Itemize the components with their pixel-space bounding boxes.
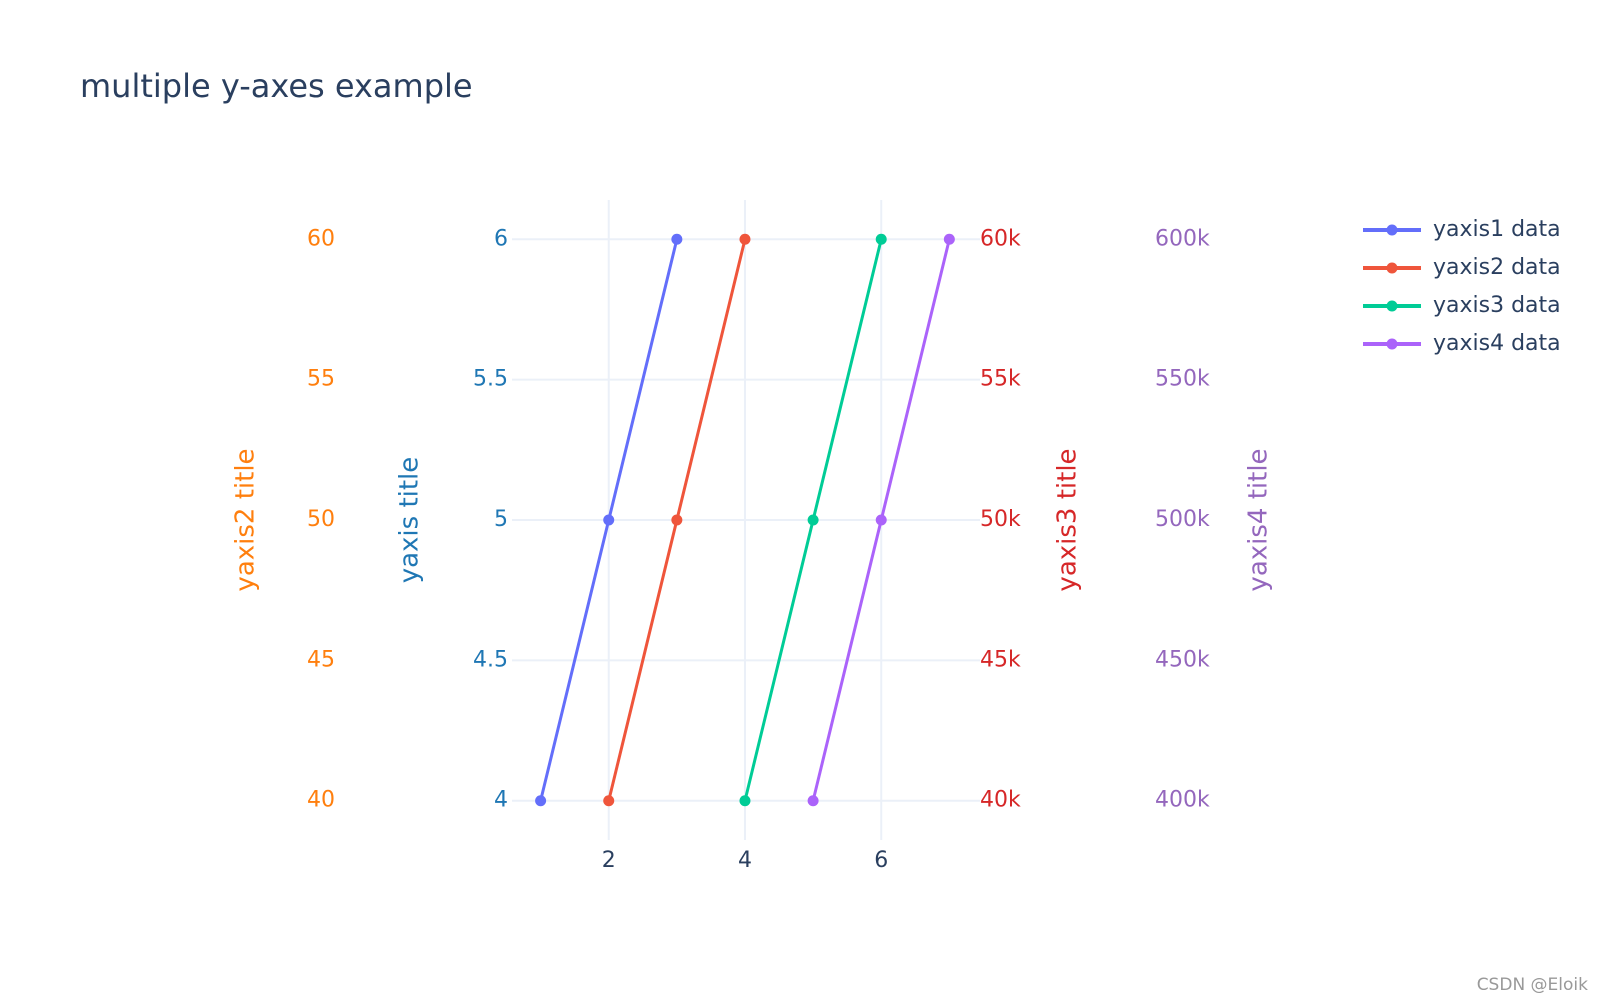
y3-axis-title: yaxis3 title (1053, 448, 1083, 591)
x-tick-label: 4 (738, 848, 752, 873)
point (535, 795, 547, 807)
legend-label: yaxis4 data (1433, 331, 1561, 356)
point (739, 233, 751, 245)
point (671, 514, 683, 526)
legend-label: yaxis1 data (1433, 217, 1561, 242)
legend-item[interactable]: yaxis1 data (1363, 217, 1561, 242)
y3-tick-label: 40k (980, 788, 1021, 813)
y4-tick-label: 550k (1155, 367, 1210, 392)
y3-tick-label: 45k (980, 647, 1021, 672)
legend-item[interactable]: yaxis2 data (1363, 255, 1561, 280)
legend-label: yaxis2 data (1433, 255, 1561, 280)
y3-tick-label: 60k (980, 226, 1021, 251)
y4-axis-title: yaxis4 title (1244, 448, 1274, 591)
legend-marker (1386, 338, 1398, 350)
point (739, 795, 751, 807)
y-tick-label: 4 (494, 788, 508, 813)
y4-tick-label: 450k (1155, 647, 1210, 672)
y3-tick-label: 50k (980, 507, 1021, 532)
y-tick-label: 4.5 (473, 647, 508, 672)
y4-tick-label: 500k (1155, 507, 1210, 532)
point (807, 514, 819, 526)
watermark: CSDN @Eloik (1477, 975, 1588, 995)
y2-tick-label: 50 (307, 507, 335, 532)
legend-marker (1386, 300, 1398, 312)
legend-item[interactable]: yaxis3 data (1363, 293, 1561, 318)
y4-tick-label: 600k (1155, 226, 1210, 251)
grid (512, 200, 980, 840)
y2-axis-title: yaxis2 title (231, 448, 261, 591)
y4-tick-label: 400k (1155, 788, 1210, 813)
legend-label: yaxis3 data (1433, 293, 1561, 318)
y2-tick-label: 60 (307, 226, 335, 251)
y-axis-title: yaxis title (395, 457, 425, 584)
point (943, 233, 955, 245)
y2-tick-label: 45 (307, 647, 335, 672)
x-tick-label: 2 (602, 848, 616, 873)
y-tick-label: 5 (494, 507, 508, 532)
y-tick-label: 6 (494, 226, 508, 251)
y-tick-label: 5.5 (473, 367, 508, 392)
chart-title: multiple y-axes example (80, 67, 473, 105)
point (807, 795, 819, 807)
point (875, 233, 887, 245)
y2-tick-label: 55 (307, 367, 335, 392)
point (603, 795, 615, 807)
y3-tick-label: 55k (980, 367, 1021, 392)
legend-item[interactable]: yaxis4 data (1363, 331, 1561, 356)
y2-tick-label: 40 (307, 788, 335, 813)
x-tick-label: 6 (874, 848, 888, 873)
point (671, 233, 683, 245)
point (603, 514, 615, 526)
legend-marker (1386, 262, 1398, 274)
legend-marker (1386, 224, 1398, 236)
point (875, 514, 887, 526)
